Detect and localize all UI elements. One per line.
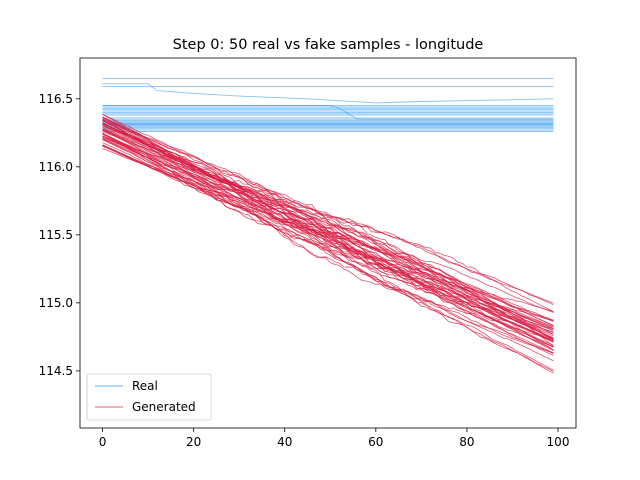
generated-sample-line (102, 144, 554, 374)
generated-sample-line (102, 129, 554, 346)
generated-sample-line (102, 145, 554, 348)
x-tick-label: 40 (277, 435, 292, 449)
legend-label-generated: Generated (132, 400, 196, 414)
generated-sample-line (102, 114, 554, 326)
x-tick-label: 60 (368, 435, 383, 449)
generated-sample-line (102, 117, 554, 322)
generated-sample-line (102, 126, 554, 335)
y-tick-label: 115.5 (39, 228, 73, 242)
x-tick-label: 80 (459, 435, 474, 449)
x-axis: 0 20 40 60 80 100 (99, 428, 570, 449)
generated-sample-line (102, 128, 554, 313)
y-tick-label: 115.0 (39, 296, 73, 310)
generated-sample-line (102, 138, 554, 331)
legend-label-real: Real (132, 379, 158, 393)
y-tick-label: 116.0 (39, 160, 73, 174)
plot-frame (79, 57, 577, 429)
generated-sample-line (102, 138, 554, 355)
real-sample-line (102, 105, 554, 120)
legend-box (86, 373, 212, 421)
generated-sample-line (102, 119, 554, 354)
generated-sample-line (102, 114, 554, 348)
generated-sample-line (102, 135, 554, 343)
x-tick-label: 100 (547, 435, 570, 449)
generated-sample-line (102, 131, 554, 306)
y-axis: 114.5 115.0 115.5 116.0 116.5 (39, 92, 80, 378)
generated-sample-line (102, 139, 554, 362)
generated-sample-line (102, 135, 554, 322)
real-sample-line (102, 83, 554, 104)
x-tick-label: 20 (186, 435, 201, 449)
generated-sample-line (102, 123, 554, 304)
legend: Real Generated (86, 373, 212, 421)
x-tick-label: 0 (99, 435, 107, 449)
y-tick-label: 114.5 (39, 364, 73, 378)
plot-area: 0 20 40 60 80 100 114.5 115.0 115.5 116.0 116.5 (39, 57, 577, 449)
series-real (102, 77, 554, 132)
generated-sample-line (102, 128, 554, 340)
generated-sample-line (102, 145, 554, 333)
y-tick-label: 116.5 (39, 92, 73, 106)
generated-sample-line (102, 144, 554, 354)
series-generated (102, 114, 554, 374)
generated-sample-line (102, 139, 554, 342)
chart-title: Step 0: 50 real vs fake samples - longit… (173, 37, 484, 53)
